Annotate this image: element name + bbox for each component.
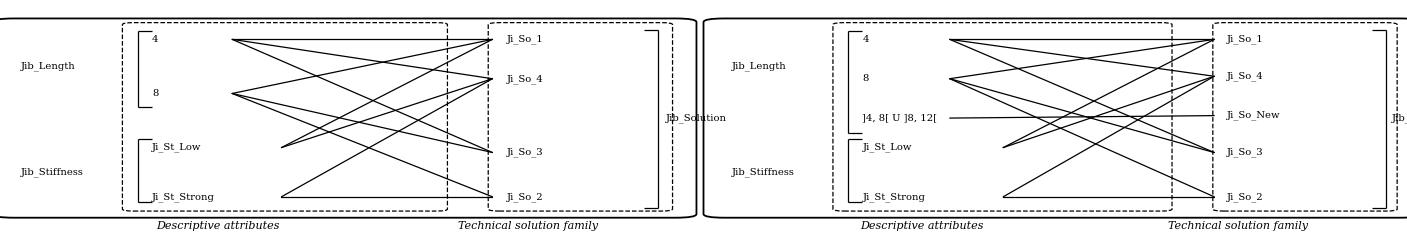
Text: Ji_So_New: Ji_So_New: [1227, 111, 1280, 121]
Text: Jib_Solution: Jib_Solution: [666, 113, 726, 123]
Text: 8: 8: [152, 89, 159, 98]
Text: Ji_So_3: Ji_So_3: [1227, 148, 1263, 157]
Text: Ji_St_Strong: Ji_St_Strong: [862, 192, 926, 202]
Text: Technical solution family: Technical solution family: [1168, 221, 1309, 231]
Text: 4: 4: [862, 35, 870, 44]
Text: Jib_Solution: Jib_Solution: [1392, 113, 1407, 123]
FancyBboxPatch shape: [488, 23, 673, 211]
Text: Ji_St_Strong: Ji_St_Strong: [152, 192, 215, 202]
Text: Descriptive attributes: Descriptive attributes: [156, 221, 280, 231]
FancyBboxPatch shape: [704, 18, 1407, 218]
Text: Ji_St_Low: Ji_St_Low: [152, 143, 201, 153]
Text: Ji_So_2: Ji_So_2: [507, 192, 543, 202]
Text: 4: 4: [152, 35, 159, 44]
Text: Ji_So_4: Ji_So_4: [1227, 71, 1263, 81]
FancyBboxPatch shape: [1213, 23, 1397, 211]
Text: Jib_Length: Jib_Length: [732, 62, 787, 71]
FancyBboxPatch shape: [0, 18, 696, 218]
Text: Technical solution family: Technical solution family: [457, 221, 598, 231]
Text: ]4, 8[ U ]8, 12[: ]4, 8[ U ]8, 12[: [862, 114, 937, 123]
Text: Ji_St_Low: Ji_St_Low: [862, 143, 912, 153]
Text: Ji_So_1: Ji_So_1: [1227, 34, 1263, 44]
Text: Ji_So_3: Ji_So_3: [507, 148, 543, 157]
Text: Ji_So_2: Ji_So_2: [1227, 192, 1263, 202]
Text: Jib_Stiffness: Jib_Stiffness: [21, 167, 84, 177]
FancyBboxPatch shape: [122, 23, 447, 211]
FancyBboxPatch shape: [833, 23, 1172, 211]
Text: Jib_Length: Jib_Length: [21, 62, 76, 71]
Text: Jib_Stiffness: Jib_Stiffness: [732, 167, 795, 177]
Text: Ji_So_1: Ji_So_1: [507, 34, 543, 44]
Text: Ji_So_4: Ji_So_4: [507, 74, 543, 84]
Text: 8: 8: [862, 74, 870, 83]
Text: Descriptive attributes: Descriptive attributes: [860, 221, 983, 231]
